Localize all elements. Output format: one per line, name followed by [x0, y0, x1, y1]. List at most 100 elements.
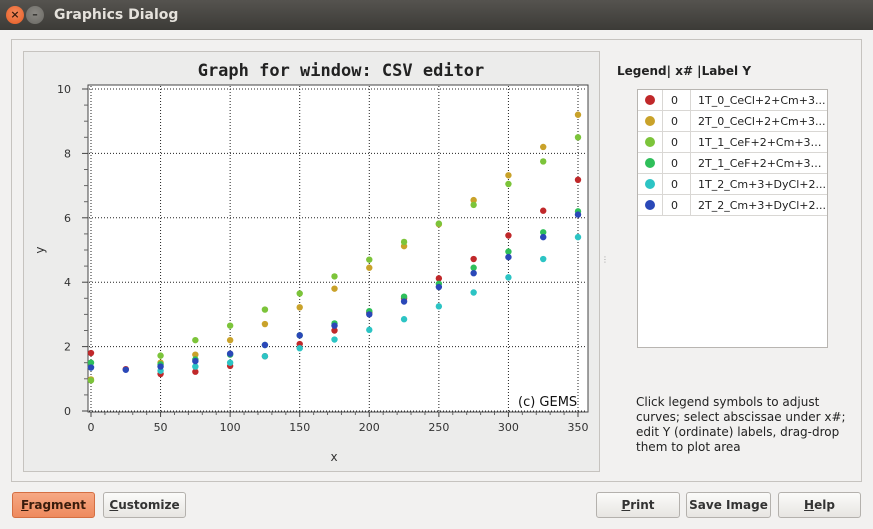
- legend-row[interactable]: 0 2T_1_CeF+2+Cm+3+...: [638, 153, 827, 174]
- x-tick-label: 150: [289, 421, 310, 434]
- data-point: [505, 232, 512, 239]
- data-point: [540, 233, 547, 241]
- data-point: [331, 273, 338, 280]
- data-point: [331, 327, 338, 334]
- help-mnemonic: H: [804, 498, 815, 512]
- data-point: [192, 351, 199, 358]
- legend-symbol-icon[interactable]: [645, 116, 655, 126]
- legend-symbol-icon[interactable]: [645, 158, 655, 168]
- legend-x-index[interactable]: 0: [662, 111, 691, 132]
- fragment-label: ragment: [28, 498, 86, 512]
- data-point: [87, 359, 95, 366]
- data-point: [400, 298, 408, 305]
- data-point: [540, 207, 547, 214]
- help-button[interactable]: Help: [778, 492, 861, 518]
- legend-symbol-icon[interactable]: [645, 137, 655, 147]
- data-points: [87, 111, 582, 384]
- legend-header: Legend| x# |Label Y: [617, 64, 752, 78]
- data-point: [540, 255, 547, 263]
- data-point: [157, 352, 164, 359]
- data-point: [261, 306, 269, 313]
- y-tick-label: 8: [64, 147, 71, 160]
- legend-row[interactable]: 0 1T_0_CeCl+2+Cm+3...: [638, 90, 827, 111]
- data-point: [435, 275, 443, 282]
- x-tick-label: 50: [154, 421, 168, 434]
- x-tick-label: 250: [428, 421, 449, 434]
- data-point: [331, 336, 338, 343]
- data-point: [366, 326, 373, 334]
- data-point: [226, 350, 234, 357]
- legend-x-index[interactable]: 0: [662, 132, 691, 153]
- data-point: [435, 303, 443, 310]
- legend-label[interactable]: 2T_2_Cm+3+DyCl+2...: [698, 199, 826, 212]
- fragment-button[interactable]: Fragment: [12, 492, 95, 518]
- legend-row[interactable]: 0 2T_0_CeCl+2+Cm+3...: [638, 111, 827, 132]
- print-button[interactable]: Print: [596, 492, 680, 518]
- help-text: Click legend symbols to adjust curves; s…: [636, 395, 846, 454]
- customize-button[interactable]: Customize: [103, 492, 186, 518]
- data-point: [540, 158, 547, 165]
- legend-row[interactable]: 0 1T_1_CeF+2+Cm+3+...: [638, 132, 827, 153]
- legend-label[interactable]: 1T_2_Cm+3+DyCl+2...: [698, 178, 826, 191]
- legend-label[interactable]: 1T_1_CeF+2+Cm+3+...: [698, 136, 826, 149]
- legend-row[interactable]: 0 2T_2_Cm+3+DyCl+2...: [638, 195, 827, 216]
- legend-symbol-icon[interactable]: [645, 95, 655, 105]
- data-point: [505, 172, 512, 179]
- data-point: [574, 111, 582, 118]
- minimize-icon[interactable]: –: [26, 6, 44, 24]
- data-point: [400, 316, 408, 323]
- data-point: [470, 201, 477, 209]
- data-point: [366, 311, 373, 318]
- data-point: [470, 255, 477, 263]
- y-tick-label: 2: [64, 341, 71, 354]
- legend-symbol-icon[interactable]: [645, 179, 655, 189]
- data-point: [157, 363, 164, 370]
- data-point: [192, 357, 199, 365]
- data-point: [435, 220, 443, 227]
- legend-row[interactable]: 0 1T_2_Cm+3+DyCl+2...: [638, 174, 827, 195]
- legend-x-index[interactable]: 0: [662, 90, 691, 111]
- save-image-button[interactable]: Save Image: [686, 492, 771, 518]
- legend-label[interactable]: 2T_0_CeCl+2+Cm+3...: [698, 115, 826, 128]
- help-label: elp: [814, 498, 835, 512]
- close-icon[interactable]: ×: [6, 6, 24, 24]
- legend-label[interactable]: 1T_0_CeCl+2+Cm+3...: [698, 94, 826, 107]
- splitter-handle[interactable]: ⋮: [601, 255, 609, 264]
- legend-x-index[interactable]: 0: [662, 195, 691, 216]
- plot-area[interactable]: 0 50 100 150 200 250 300 350 0 2 4 6 8 10 Graph for w…: [23, 51, 600, 472]
- data-point: [192, 368, 199, 375]
- title-bar: × – Graphics Dialog: [0, 0, 873, 30]
- data-point: [296, 345, 303, 352]
- data-point: [226, 359, 234, 366]
- data-point: [505, 274, 512, 281]
- window-title: Graphics Dialog: [54, 7, 179, 23]
- data-point: [261, 353, 269, 360]
- data-point: [540, 229, 547, 236]
- legend-symbol-icon[interactable]: [645, 200, 655, 210]
- data-point: [226, 336, 234, 344]
- data-point: [296, 304, 303, 311]
- data-point: [470, 289, 477, 296]
- data-point: [400, 238, 408, 246]
- data-point: [505, 248, 512, 255]
- x-tick-label: 0: [88, 421, 95, 434]
- data-point: [296, 332, 303, 339]
- y-tick-label: 10: [57, 83, 71, 96]
- legend-label[interactable]: 2T_1_CeF+2+Cm+3+...: [698, 157, 826, 170]
- x-axis-label: x: [330, 450, 337, 464]
- print-mnemonic: P: [621, 498, 631, 512]
- x-tick-label: 300: [498, 421, 519, 434]
- scatter-chart[interactable]: 0 50 100 150 200 250 300 350 0 2 4 6 8 10 Graph for w…: [24, 52, 601, 473]
- data-point: [192, 363, 199, 370]
- y-tick-label: 6: [64, 212, 71, 225]
- copyright-annotation: (c) GEMS: [518, 395, 577, 410]
- legend-table[interactable]: 0 1T_0_CeCl+2+Cm+3... 0 2T_0_CeCl+2+Cm+3...…: [637, 89, 828, 348]
- legend-x-index[interactable]: 0: [662, 174, 691, 195]
- customize-mnemonic: C: [109, 498, 119, 512]
- legend-x-index[interactable]: 0: [662, 153, 691, 174]
- data-point: [470, 196, 477, 204]
- data-point: [574, 176, 582, 184]
- data-point: [226, 322, 234, 329]
- data-point: [261, 320, 269, 328]
- data-point: [574, 211, 582, 218]
